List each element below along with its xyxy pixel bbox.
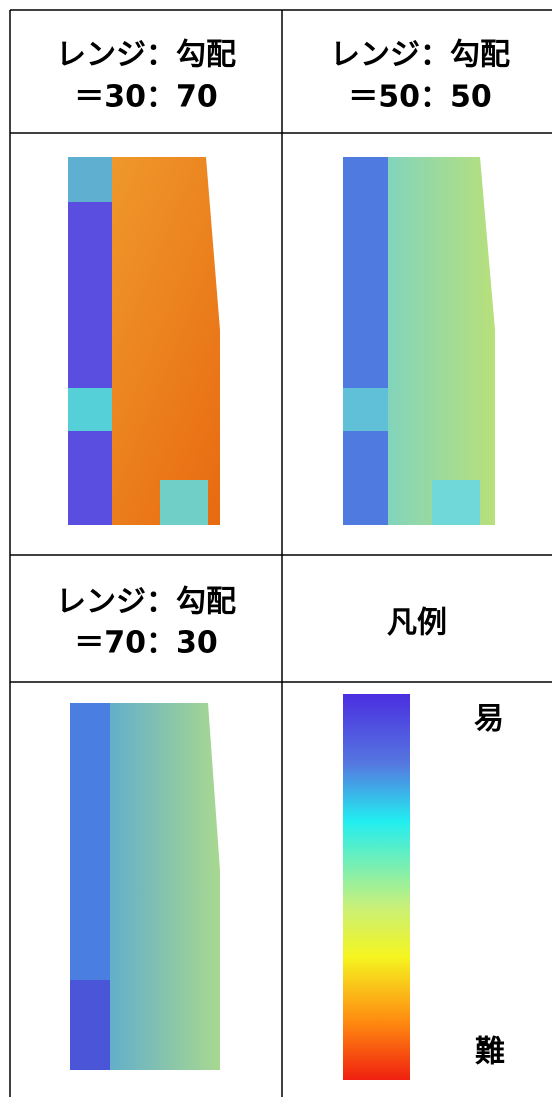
cell-heading: ＝50：50 (348, 80, 492, 115)
cell-heading: ＝30：70 (74, 80, 218, 115)
legend-bar (343, 694, 410, 1080)
legend-label: 易 (474, 702, 504, 737)
cell-heading: ＝70：30 (74, 626, 218, 661)
cell-heading: レンジ：勾配 (56, 585, 236, 620)
legend-label: 難 (475, 1035, 505, 1070)
map-50-50 (343, 157, 495, 525)
comparison-table: レンジ：勾配 ＝30：70 レンジ：勾配 ＝50：50 レンジ：勾配 ＝70：3… (0, 0, 552, 1097)
map-30-70 (68, 157, 220, 525)
legend-title: 凡例 (387, 606, 447, 641)
cell-heading: レンジ：勾配 (56, 38, 236, 73)
map-70-30 (70, 703, 220, 1070)
page: レンジ：勾配 ＝30：70 レンジ：勾配 ＝50：50 レンジ：勾配 ＝70：3… (0, 0, 552, 1097)
cell-heading: レンジ：勾配 (330, 38, 510, 73)
